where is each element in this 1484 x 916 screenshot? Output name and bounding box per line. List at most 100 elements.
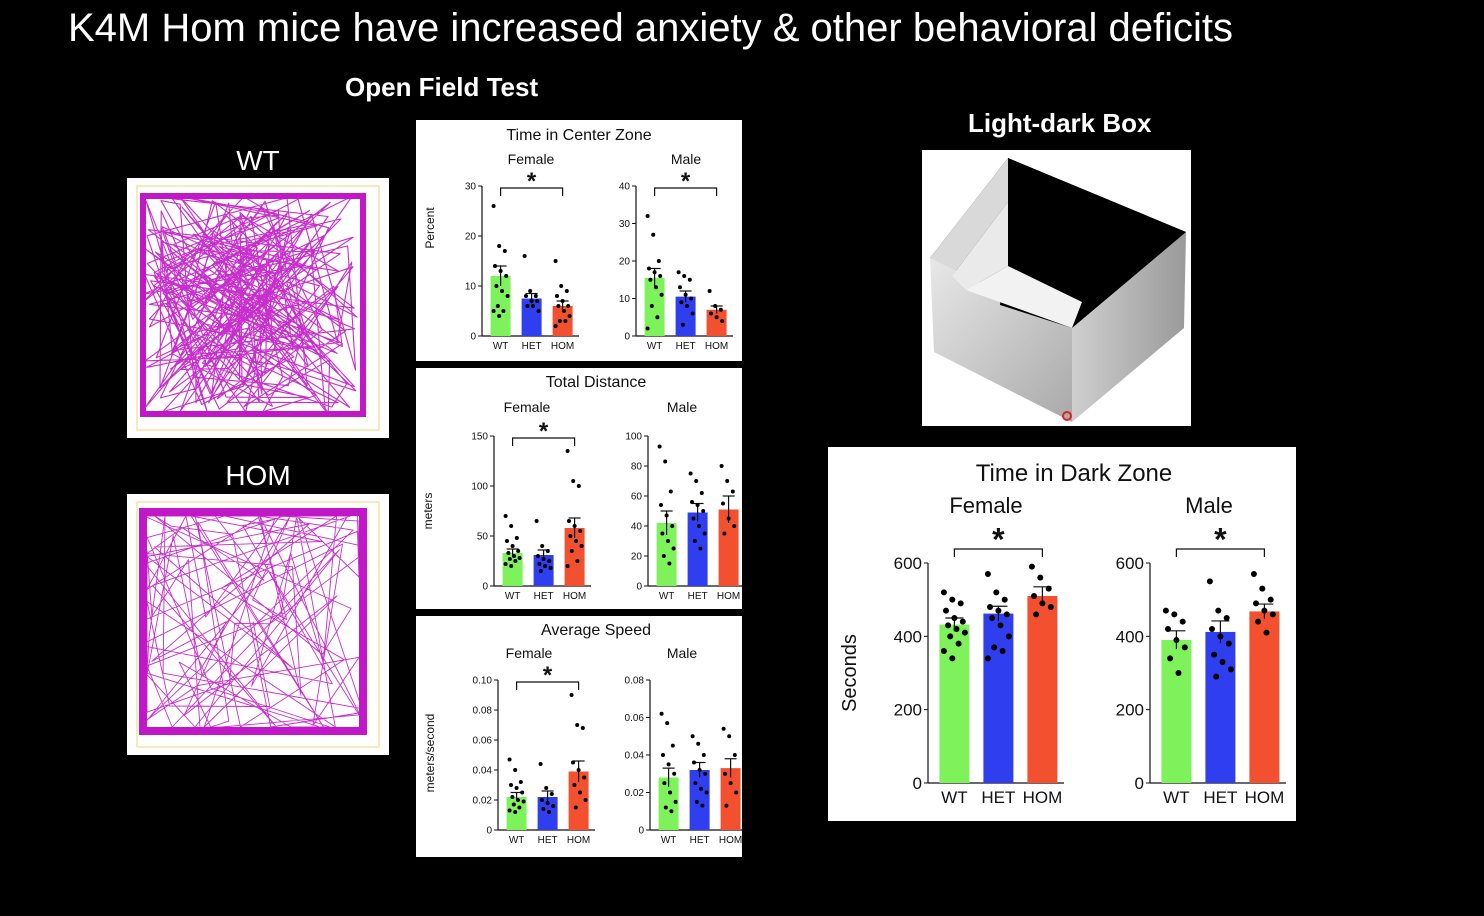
sex-panel-label: Male <box>667 645 698 661</box>
significance-bracket <box>953 548 1043 557</box>
data-point <box>698 546 703 551</box>
data-point <box>538 762 543 766</box>
data-point <box>1250 571 1257 577</box>
data-point <box>662 781 667 786</box>
light-dark-box-title: Light-dark Box <box>968 108 1152 138</box>
y-axis-label: meters/second <box>423 714 437 793</box>
data-point <box>572 524 577 528</box>
data-point <box>707 289 712 293</box>
data-point <box>545 801 550 805</box>
data-point <box>534 519 539 523</box>
data-point <box>500 289 504 293</box>
bar-hom <box>1027 596 1058 783</box>
data-point <box>524 294 528 298</box>
data-point <box>1033 611 1040 618</box>
data-point <box>571 760 575 765</box>
data-point <box>724 803 729 808</box>
data-point <box>560 299 565 303</box>
data-point <box>509 783 513 787</box>
y-tick-label: 10 <box>465 282 477 293</box>
data-point <box>1206 578 1213 585</box>
data-point <box>679 300 684 305</box>
sex-panel-label: Male <box>1185 493 1233 518</box>
data-point <box>521 799 526 804</box>
total-distance-chart-svg: Total Distance meters Female 0 50 100 150 WT HET… <box>421 374 745 602</box>
y-tick-label: 0 <box>1135 774 1144 793</box>
data-point <box>669 809 674 814</box>
data-point <box>569 549 574 553</box>
data-point <box>687 277 692 282</box>
data-point <box>645 214 650 218</box>
data-point <box>661 753 665 757</box>
category-label: WT <box>1163 788 1189 807</box>
data-point <box>727 734 732 739</box>
y-tick-label: 150 <box>471 432 488 443</box>
data-point <box>663 805 668 810</box>
data-point <box>566 304 571 308</box>
light-dark-box-illustration <box>930 158 1186 422</box>
arena-edge-trace <box>139 508 367 735</box>
data-point <box>718 307 723 312</box>
data-point <box>491 204 496 208</box>
data-point <box>1209 626 1215 632</box>
category-label: HET <box>534 591 554 602</box>
category-label: HET <box>538 835 558 846</box>
data-point <box>696 741 701 746</box>
data-point <box>693 781 698 786</box>
data-point <box>722 531 727 536</box>
significance-star: * <box>1214 522 1227 558</box>
data-point <box>1211 651 1218 658</box>
significance-bracket <box>654 187 718 196</box>
sex-panel-label: Female <box>508 151 555 167</box>
data-point <box>671 546 676 551</box>
data-point <box>690 500 694 504</box>
y-axis-label: Seconds <box>839 634 861 712</box>
data-point <box>732 524 737 528</box>
y-tick-label: 0 <box>624 332 630 343</box>
data-point <box>984 571 991 577</box>
data-point <box>1003 611 1010 618</box>
sex-panel-label: Female <box>506 645 553 661</box>
hom-track-image <box>127 494 389 755</box>
total-distance-chart: Total Distance meters Female 0 50 100 150 WT HET… <box>416 368 745 609</box>
y-tick-label: 0.08 <box>625 676 645 687</box>
data-point <box>512 554 516 558</box>
bar-hom <box>1249 611 1280 783</box>
data-point <box>580 726 585 730</box>
y-tick-label: 50 <box>477 532 489 543</box>
data-point <box>714 315 719 320</box>
data-point <box>1039 600 1046 607</box>
movement-trace <box>142 195 358 415</box>
data-point <box>1167 655 1174 662</box>
category-label: HET <box>522 341 542 352</box>
data-point <box>1259 585 1266 592</box>
data-point <box>689 296 694 301</box>
data-point <box>660 531 665 536</box>
dark-zone-chart: Time in Dark Zone Seconds Female 0 200 400 600… <box>828 447 1296 821</box>
data-point <box>505 294 510 298</box>
data-point <box>1165 626 1171 632</box>
sex-panel-label: Female <box>504 399 551 415</box>
bar-het <box>983 613 1014 783</box>
wt-track-trace <box>136 185 380 431</box>
data-point <box>1263 629 1270 636</box>
bar-hom <box>564 528 585 586</box>
significance-bracket <box>500 187 564 196</box>
data-point <box>670 524 675 528</box>
data-point <box>505 539 509 543</box>
data-point <box>694 479 699 483</box>
data-point <box>665 721 670 726</box>
data-point <box>583 798 588 802</box>
data-point <box>989 615 996 621</box>
category-label: HET <box>981 788 1015 807</box>
y-tick-label: 60 <box>631 492 643 503</box>
data-point <box>668 489 673 494</box>
red-marker-icon <box>1062 411 1072 421</box>
data-point <box>949 655 956 662</box>
data-point <box>507 808 512 813</box>
data-point <box>576 768 581 772</box>
data-point <box>575 559 580 563</box>
bar-wt <box>490 276 511 336</box>
data-point <box>531 304 535 308</box>
data-point <box>565 449 570 453</box>
